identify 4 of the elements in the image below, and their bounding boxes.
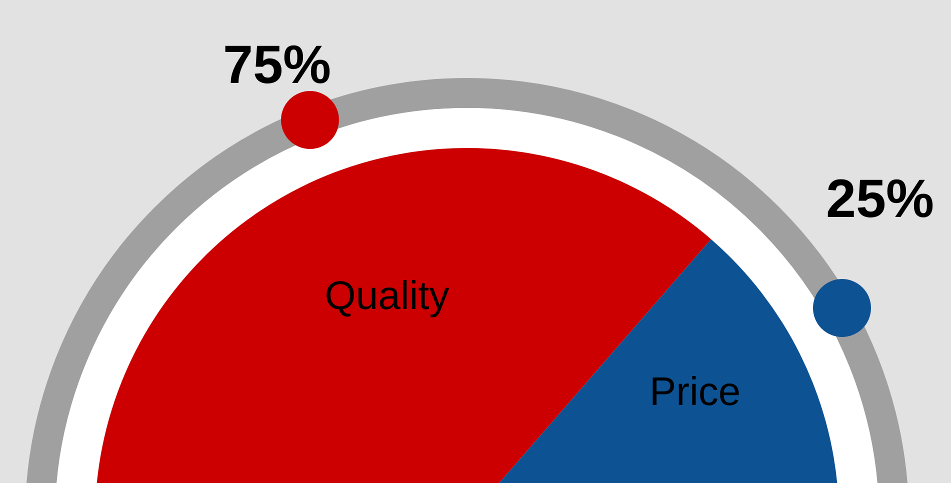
data-label: 75% [222, 35, 332, 95]
slice-label: Quality [324, 274, 450, 318]
data-label: 25% [826, 169, 934, 229]
slice-label: Price [649, 370, 741, 414]
